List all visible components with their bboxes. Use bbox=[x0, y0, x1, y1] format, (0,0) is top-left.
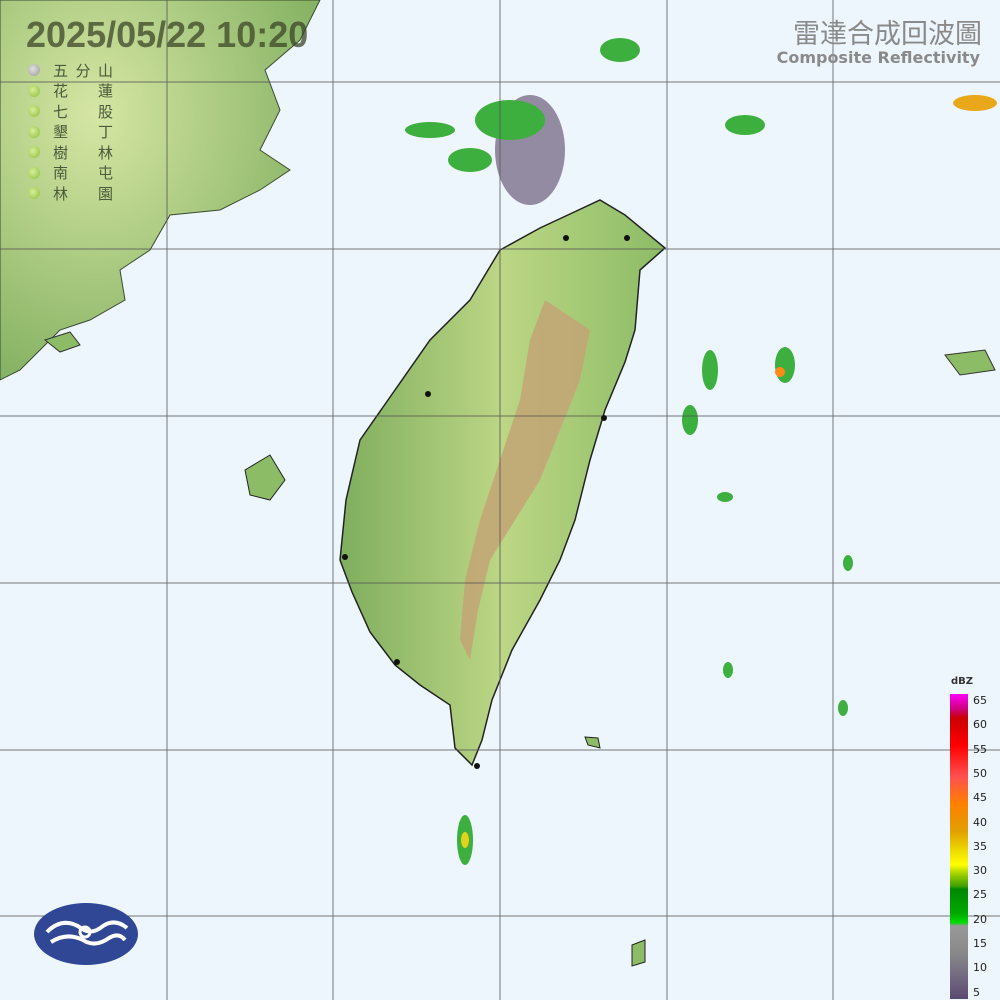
green-island bbox=[584, 736, 601, 749]
status-dot-icon bbox=[28, 84, 40, 97]
legend-tick: 60 bbox=[973, 718, 987, 732]
central-mountain-range bbox=[460, 300, 590, 660]
legend-tick: 65 bbox=[973, 694, 987, 707]
island-matsu bbox=[43, 331, 81, 353]
station-kenting: 墾丁 bbox=[28, 122, 113, 143]
radar-station-list: 五分山 花蓮 七股 墾丁 樹林 南屯 林園 bbox=[28, 60, 113, 204]
legend-tick: 15 bbox=[973, 937, 987, 950]
station-hualien: 花蓮 bbox=[28, 81, 113, 102]
penghu-islands bbox=[244, 454, 286, 501]
status-dot-icon bbox=[28, 187, 40, 200]
legend-tick: 20 bbox=[973, 912, 987, 926]
legend-tick: 50 bbox=[973, 766, 987, 780]
dbz-color-legend: dBZ 65 60 55 50 45 40 35 30 25 20 15 10 5 bbox=[945, 676, 995, 999]
station-nantun: 南屯 bbox=[28, 163, 113, 184]
radar-echoes bbox=[405, 38, 997, 865]
mainland-coast bbox=[0, 0, 321, 381]
radar-site-markers bbox=[342, 235, 630, 769]
legend-tick: 40 bbox=[973, 815, 987, 829]
cwa-logo bbox=[34, 903, 138, 965]
legend-tick: 30 bbox=[973, 864, 987, 878]
station-wufenshan: 五分山 bbox=[28, 60, 113, 81]
legend-tick: 35 bbox=[973, 839, 987, 853]
map-title-zh: 雷達合成回波圖 bbox=[793, 19, 982, 50]
timestamp: 2025/05/22 10:20 bbox=[26, 14, 309, 55]
legend-tick: 10 bbox=[973, 961, 987, 975]
status-dot-icon bbox=[28, 166, 40, 179]
yonaguni-island bbox=[944, 349, 996, 376]
station-linyuan: 林園 bbox=[28, 183, 113, 204]
map-title-en: Composite Reflectivity bbox=[776, 48, 980, 67]
legend-tick: 25 bbox=[973, 888, 987, 902]
legend-unit: dBZ bbox=[951, 676, 974, 687]
status-dot-icon bbox=[28, 105, 40, 118]
station-qigu: 七股 bbox=[28, 101, 113, 122]
legend-tick: 55 bbox=[973, 742, 987, 756]
orchid-island bbox=[631, 939, 646, 967]
status-dot-icon bbox=[28, 64, 40, 77]
status-dot-icon bbox=[28, 146, 40, 159]
legend-tick: 5 bbox=[973, 985, 980, 999]
station-shulin: 樹林 bbox=[28, 142, 113, 163]
status-dot-icon bbox=[28, 125, 40, 138]
legend-color-bar bbox=[950, 694, 968, 999]
legend-tick: 45 bbox=[973, 791, 987, 805]
